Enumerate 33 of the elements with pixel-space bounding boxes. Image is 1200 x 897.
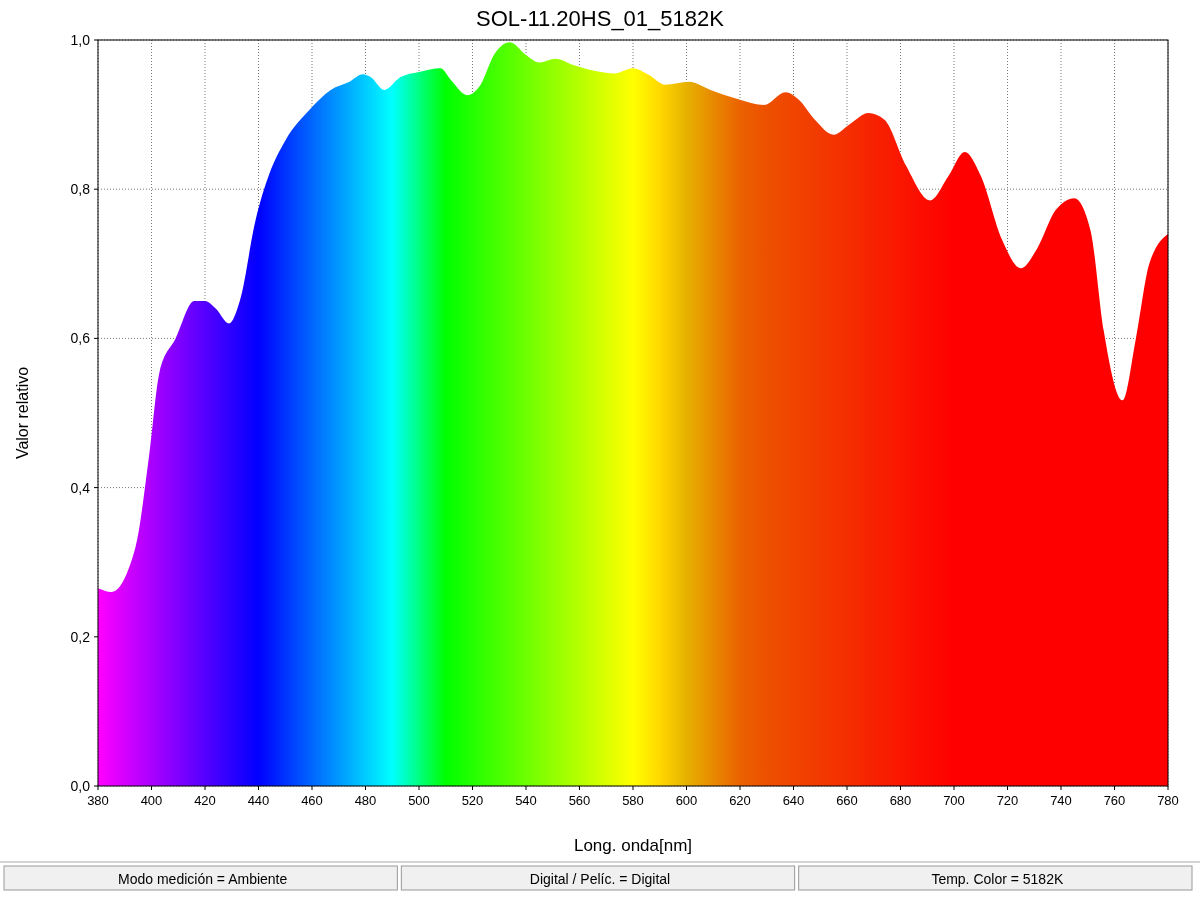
x-tick-label: 600 (675, 793, 698, 808)
x-tick-label: 640 (782, 793, 805, 808)
text: Digital / Pelíc. = Digital (529, 871, 671, 887)
x-tick-label: 500 (408, 793, 430, 808)
x-tick-label: 620 (729, 793, 751, 808)
text: Temp. Color = 5182K (931, 871, 1064, 887)
x-tick-label: 400 (140, 793, 163, 808)
x-tick-label: 440 (247, 793, 270, 808)
x-tick-label: 460 (301, 793, 323, 808)
y-tick-label: 0,2 (70, 628, 91, 645)
x-tick-label: 720 (996, 793, 1019, 808)
x-tick-label: 680 (889, 793, 912, 808)
x-tick-label: 740 (1050, 793, 1072, 808)
chart-title: SOL-11.20HS_01_5182K (476, 6, 725, 31)
x-tick-label: 700 (943, 793, 965, 808)
y-tick-label: 0,0 (70, 778, 91, 794)
text: Modo medición = Ambiente (118, 871, 288, 887)
x-tick-label: 380 (87, 793, 109, 808)
y-tick-label: 0,8 (70, 181, 91, 198)
x-axis-title: Long. onda[nm] (573, 836, 693, 855)
x-tick-label: 580 (622, 793, 644, 808)
y-tick-label: 0,4 (70, 479, 91, 496)
x-tick-label: 760 (1103, 793, 1126, 808)
y-tick-label: 0,6 (70, 330, 91, 347)
x-tick-label: 540 (515, 793, 537, 808)
x-tick-label: 660 (836, 793, 858, 808)
x-tick-label: 420 (194, 793, 216, 808)
x-tick-label: 480 (354, 793, 377, 808)
x-tick-label: 780 (1157, 793, 1179, 808)
y-axis-title: Valor relativo (14, 366, 31, 460)
x-tick-label: 560 (568, 793, 591, 808)
x-tick-label: 520 (461, 793, 484, 808)
y-tick-label: 1,0 (70, 32, 91, 48)
